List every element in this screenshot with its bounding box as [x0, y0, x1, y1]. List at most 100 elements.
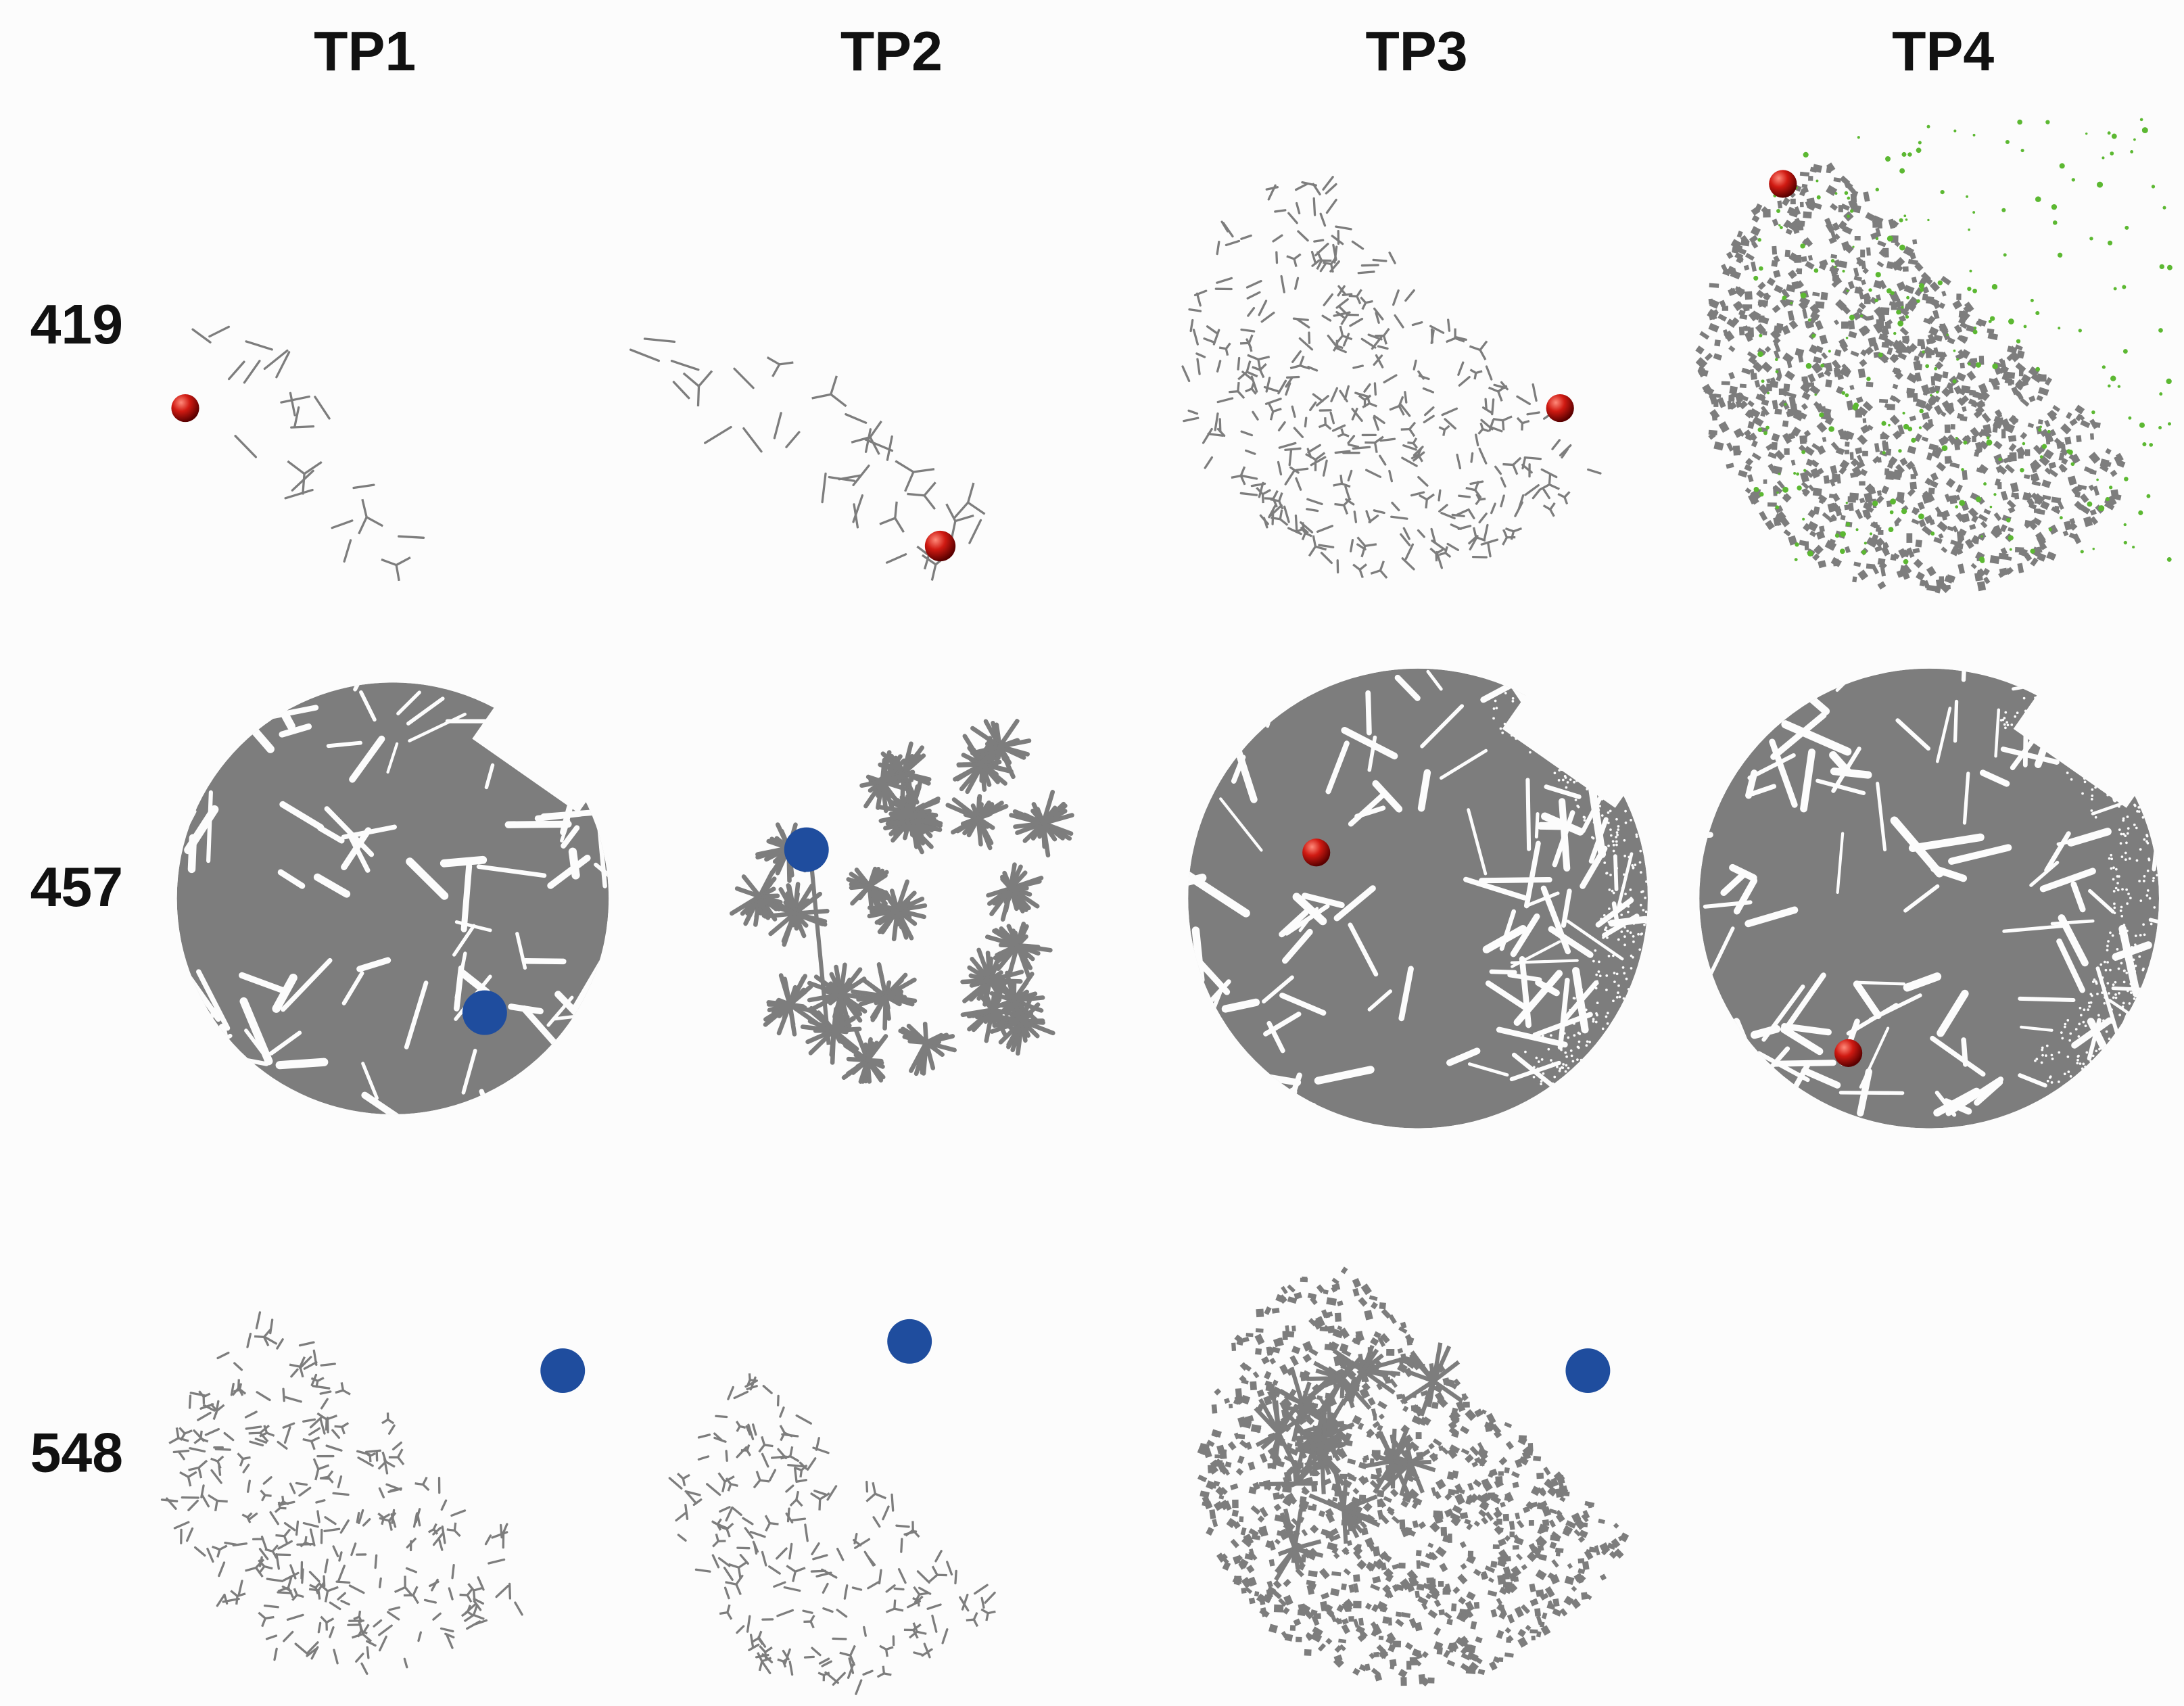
green-dot: [1831, 259, 1834, 262]
dendrite-branch: [254, 1336, 264, 1337]
grain-gap: [1702, 674, 1743, 713]
dendrite-segment: [774, 413, 781, 438]
crystal-cell: [1254, 1591, 1259, 1596]
edge-cell-gap: [1569, 1009, 1571, 1012]
edge-cell-gap: [2150, 923, 2153, 926]
crystal-cell: [1774, 408, 1782, 414]
dendrite-branch: [1479, 499, 1486, 500]
edge-cell-gap: [2116, 882, 2119, 884]
crystal-cell: [1816, 422, 1827, 433]
crystal-cell: [1777, 200, 1782, 208]
green-dot: [1992, 363, 1998, 369]
edge-cell-gap: [1593, 821, 1596, 824]
dendrite-segment: [1296, 278, 1298, 289]
dendrite-branch: [316, 1469, 318, 1480]
edge-cell-gap: [1571, 1054, 1573, 1057]
green-dot: [1840, 531, 1846, 537]
dendrite-branch: [786, 1565, 795, 1571]
crystal-cell: [1853, 561, 1861, 567]
crystal-cell: [1714, 339, 1721, 346]
crystal-cell: [1913, 360, 1922, 371]
dendrite-segment: [1281, 277, 1284, 292]
green-dot: [1956, 358, 1959, 361]
dendrite-segment: [380, 1637, 387, 1651]
green-dot: [1866, 377, 1871, 381]
grain-gap: [1222, 686, 1283, 699]
dendrite-branch: [176, 1427, 179, 1438]
crystal-cell: [1348, 1616, 1354, 1621]
crystal-cell: [2028, 423, 2035, 428]
crystal-cell: [2018, 450, 2024, 458]
crystal-cell: [1232, 1509, 1239, 1517]
dendrite-branch: [1249, 343, 1252, 352]
crystal-cell: [1283, 1607, 1290, 1615]
crystal-cell: [1849, 385, 1854, 390]
edge-cell-gap: [2095, 981, 2097, 984]
crystal-cell: [1505, 1628, 1511, 1634]
dendrite-branch: [474, 1615, 485, 1619]
edge-cell-gap: [1553, 1076, 1556, 1079]
edge-cell-gap: [1538, 1060, 1540, 1063]
crystal-cell: [1893, 384, 1899, 389]
dendrite-branch: [988, 1611, 995, 1613]
dendrite-segment: [341, 1601, 349, 1605]
crystal-cell: [1955, 484, 1963, 493]
dendrite-segment: [1279, 381, 1286, 393]
crystal-cell: [1285, 1634, 1293, 1642]
dendrite-segment: [1419, 477, 1427, 486]
green-dot: [1930, 394, 1932, 397]
crystal-cell: [1877, 261, 1884, 268]
edge-cell-gap: [2041, 1049, 2043, 1051]
edge-cell-gap: [2088, 1005, 2091, 1008]
grain-gap: [1629, 1021, 1656, 1038]
grain-gap: [1668, 835, 1711, 837]
dendrite-branch: [699, 371, 712, 386]
crystal-cell: [1847, 400, 1854, 410]
grain-gap: [2113, 988, 2145, 989]
dendrite-branch: [189, 1467, 199, 1470]
edge-cell-gap: [1615, 840, 1618, 843]
crystal-cell: [2060, 423, 2071, 434]
dendrite-branch: [1271, 412, 1273, 421]
crystal-cell: [1444, 1612, 1452, 1619]
edge-cell-gap: [1617, 939, 1620, 941]
crystal-cell: [1485, 1425, 1492, 1432]
dendrite-segment: [304, 1419, 315, 1421]
dendrite-segment: [1458, 362, 1463, 375]
dendrite-segment: [726, 1451, 727, 1461]
crystal-cell: [1496, 1630, 1504, 1638]
edge-cell-gap: [2109, 969, 2112, 972]
dendrite-branch: [727, 1529, 730, 1537]
dendrite-branch: [913, 469, 934, 472]
edge-cell-gap: [1552, 1083, 1554, 1085]
crystal-cell: [1619, 1532, 1629, 1542]
dendrite-branch: [275, 1535, 284, 1536]
edge-cell-gap: [2104, 961, 2106, 964]
crystal-cell: [1848, 281, 1855, 289]
dendrite-segment: [762, 1454, 767, 1466]
dendrite-branch: [312, 1438, 320, 1442]
crystal-cell: [1772, 433, 1780, 442]
dendrite-segment: [1351, 540, 1353, 552]
crystal-cell: [1293, 1618, 1302, 1626]
crystal-cell: [1304, 1649, 1312, 1656]
dendrite-segment: [1380, 456, 1385, 465]
dendrite-segment: [310, 1572, 319, 1582]
crystal-cell: [1822, 437, 1827, 442]
edge-cell-gap: [2091, 798, 2093, 801]
edge-cell-gap: [2133, 804, 2136, 807]
edge-cell-gap: [1621, 887, 1624, 890]
edge-cell-gap: [1640, 904, 1642, 907]
crystal-cell: [1861, 279, 1866, 285]
crystal-cell: [1782, 493, 1792, 502]
grain-gap: [1858, 982, 1904, 984]
dendrite-segment: [277, 1340, 283, 1348]
green-dot: [1938, 281, 1943, 285]
green-dot: [2060, 516, 2063, 519]
crystal-cell: [1504, 1422, 1512, 1428]
green-dot: [1763, 431, 1767, 435]
green-dot: [1834, 266, 1837, 268]
edge-cell-gap: [2120, 909, 2122, 912]
dendrite-branch: [716, 1534, 718, 1541]
